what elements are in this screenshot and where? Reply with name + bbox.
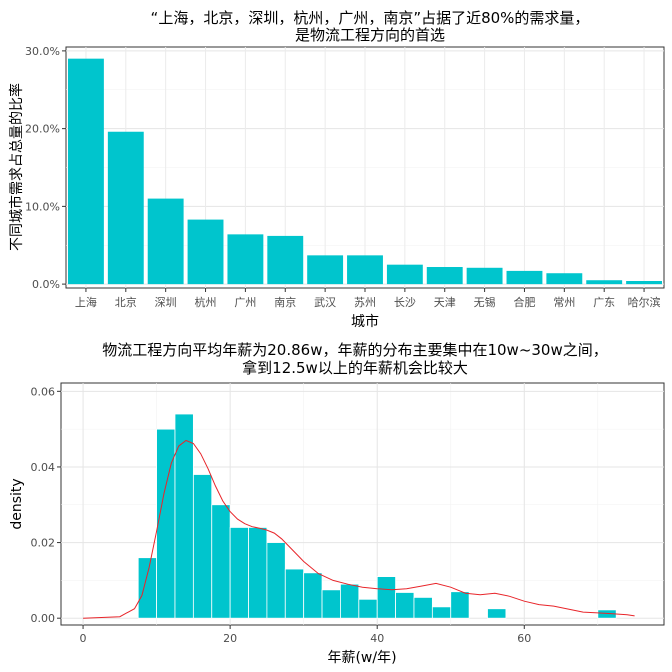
chart1-y-tick-label: 30.0% (25, 45, 60, 58)
chart1-y-axis-label: 不同城市需求占总量的比率 (8, 83, 25, 251)
city-demand-chart: “上海，北京，深圳，杭州，广州，南京”占据了近80%的需求量， 是物流工程方向的… (8, 9, 665, 330)
chart1-bar (466, 267, 503, 285)
chart2-histogram-bar (137, 557, 157, 619)
chart1-y-tick-label: 10.0% (25, 200, 60, 213)
chart2-x-ticks: 0 20 40 60 (80, 625, 531, 645)
chart2-histogram-bar (321, 589, 341, 619)
chart1-bar (67, 58, 104, 285)
chart1-bar (347, 255, 383, 285)
chart2-histogram-bar (229, 527, 249, 619)
chart2-title-line1: 物流工程方向平均年薪为20.86w，年薪的分布主要集中在10w~30w之间， (102, 341, 608, 359)
chart1-x-ticks: 上海 北京 深圳 杭州 广州 南京 武汉 苏州 长沙 天津 无锡 合肥 常州 广东 哈尔滨 (75, 288, 661, 309)
chart2-y-tick-label: 0.06 (31, 385, 56, 398)
chart1-x-tick-label: 上海 (75, 295, 97, 309)
salary-distribution-chart: 物流工程方向平均年薪为20.86w，年薪的分布主要集中在10w~30w之间， 拿… (9, 341, 665, 666)
chart2-y-tick-label: 0.00 (31, 612, 56, 625)
chart1-x-tick-label: 广东 (593, 296, 615, 309)
chart2-histogram-bar (174, 413, 194, 619)
chart2-histogram-bar (192, 474, 213, 619)
chart1-x-tick-label: 北京 (115, 295, 137, 309)
chart1-title-line2: 是物流工程方向的首选 (295, 26, 445, 44)
chart1-x-tick-label: 广州 (234, 296, 256, 309)
chart1-bar (586, 280, 623, 285)
chart1-bar (426, 267, 463, 285)
chart1-x-tick-label: 杭州 (195, 295, 217, 309)
chart1-y-tick-label: 20.0% (25, 123, 60, 136)
chart1-y-ticks: 0.0% 10.0% 20.0% 30.0% (25, 45, 66, 291)
chart2-histogram-bar (303, 572, 323, 619)
chart2-histogram-bar (413, 596, 433, 619)
chart1-bar (506, 270, 543, 285)
chart2-histogram-bar (156, 428, 176, 619)
chart2-x-tick-label: 20 (223, 632, 237, 645)
chart1-x-axis-label: 城市 (351, 313, 379, 330)
chart2-histogram-bar (431, 606, 452, 619)
chart1-x-tick-label: 深圳 (155, 296, 177, 309)
chart2-histogram-bar (450, 591, 470, 619)
chart1-x-tick-label: 哈尔滨 (628, 295, 661, 309)
chart2-y-tick-label: 0.02 (31, 537, 56, 550)
chart2-y-axis-label: density (9, 478, 25, 529)
chart1-x-tick-label: 常州 (553, 296, 575, 309)
chart1-bar (386, 264, 423, 285)
chart1-bar (267, 235, 304, 285)
chart1-x-tick-label: 苏州 (354, 296, 376, 309)
chart2-histogram-bar (266, 542, 286, 619)
chart1-bar (187, 219, 224, 285)
chart2-title-line2: 拿到12.5w以上的年薪机会比较大 (242, 359, 468, 377)
chart1-y-tick-label: 0.0% (32, 278, 60, 291)
chart1-x-tick-label: 无锡 (474, 295, 496, 309)
chart1-x-tick-label: 南京 (274, 295, 296, 309)
chart1-bar (227, 234, 264, 285)
chart1-x-tick-label: 武汉 (314, 296, 336, 309)
chart1-bar (307, 255, 344, 285)
chart2-histogram-bar (248, 527, 268, 619)
chart1-bar (147, 198, 184, 285)
chart2-histogram-bar (376, 576, 396, 619)
chart2-histogram-bar (284, 568, 305, 619)
chart1-title-line1: “上海，北京，深圳，杭州，广州，南京”占据了近80%的需求量， (151, 9, 590, 27)
chart2-density-line (83, 439, 635, 619)
chart2-x-tick-label: 60 (517, 632, 531, 645)
chart1-x-tick-label: 天津 (434, 296, 456, 309)
chart2-bars (137, 413, 617, 619)
chart2-x-axis-label: 年薪(w/年) (327, 650, 396, 666)
chart2-y-tick-label: 0.04 (31, 461, 56, 474)
chart1-x-tick-label: 长沙 (394, 296, 416, 309)
chart2-histogram-bar (395, 592, 415, 619)
chart2-histogram-bar (487, 608, 507, 619)
chart1-bar (107, 131, 144, 285)
chart1-bar (546, 273, 583, 285)
chart1-bar (626, 281, 663, 285)
chart2-x-tick-label: 0 (80, 632, 87, 645)
chart2-histogram-bar (211, 504, 231, 619)
chart1-bars (67, 58, 663, 285)
chart1-x-tick-label: 合肥 (513, 295, 535, 309)
chart2-y-ticks: 0.00 0.02 0.04 0.06 (31, 385, 61, 625)
chart2-x-tick-label: 40 (370, 632, 384, 645)
chart1-grid (66, 47, 664, 288)
chart2-histogram-bar (340, 583, 360, 619)
chart2-histogram-bar (358, 598, 378, 619)
